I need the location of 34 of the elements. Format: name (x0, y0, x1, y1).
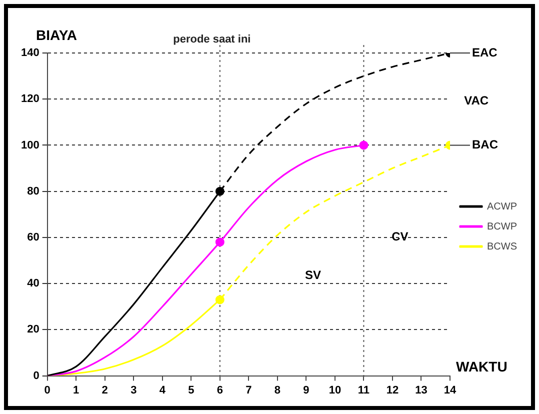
y-tick-label: 40 (27, 278, 40, 290)
y-tick-label: 80 (27, 185, 40, 198)
x-tick-label: 8 (274, 384, 280, 396)
x-tick-label: 0 (44, 384, 50, 396)
x-tick-label: 7 (246, 384, 252, 396)
x-tick-label: 10 (328, 384, 342, 396)
x-tick-label: 5 (188, 384, 194, 396)
y-axis-title: BIAYA (36, 26, 77, 43)
x-tick-label: 4 (159, 384, 166, 396)
x-tick-label: 2 (102, 384, 108, 396)
x-tick-label: 12 (386, 384, 399, 396)
y-tick-label: 60 (27, 231, 40, 244)
x-axis-title: WAKTU (456, 358, 508, 375)
ref-line-label: perode saat ini (173, 34, 251, 46)
y-tick-label: 20 (27, 324, 40, 336)
x-tick-label: 9 (303, 384, 310, 396)
text: VAC (464, 94, 489, 108)
x-tick-label: 3 (130, 384, 137, 396)
legend-label: BCWS (487, 241, 518, 252)
annotation: EAC (472, 45, 498, 60)
y-tick-label: 0 (33, 370, 40, 382)
y-tick-label: 120 (20, 93, 40, 106)
x-tick-label: 6 (216, 384, 223, 396)
legend-label: BCWP (487, 221, 518, 232)
annotation: BAC (472, 138, 498, 152)
x-tick-label: 1 (73, 384, 80, 396)
x-tick-label: 11 (358, 384, 370, 396)
y-tick-label: 100 (20, 139, 40, 152)
annotation: SV (305, 268, 322, 282)
x-tick-label: 14 (444, 384, 457, 396)
legend-label: ACWP (487, 201, 518, 212)
y-tick-label: 140 (20, 47, 40, 60)
x-tick-label: 13 (415, 384, 428, 396)
annotation: CV (392, 229, 408, 244)
